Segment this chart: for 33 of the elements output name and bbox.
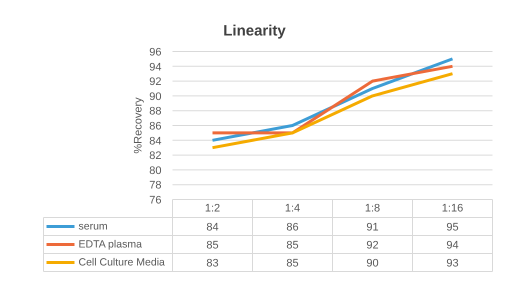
chart-title: Linearity [223, 22, 286, 40]
data-label: 94 [446, 240, 459, 252]
y-tick-label: 94 [149, 61, 162, 74]
data-label: 85 [286, 240, 299, 252]
data-label: 90 [366, 258, 379, 270]
line-series [211, 72, 454, 150]
data-label: 91 [366, 222, 379, 234]
x-tick-label: 1:8 [364, 202, 380, 214]
data-label: 95 [446, 222, 459, 234]
x-tick-label: 1:16 [442, 202, 464, 214]
y-axis-title: %Recovery [132, 96, 144, 154]
y-tick-label: 76 [149, 194, 162, 206]
x-tick-label: 1:2 [204, 202, 220, 214]
legend-label: Cell Culture Media [78, 256, 166, 268]
data-label: 93 [446, 258, 459, 270]
data-label: 84 [206, 222, 219, 234]
y-tick-label: 88 [149, 106, 162, 118]
data-label: 85 [286, 258, 299, 270]
x-tick-label: 1:4 [284, 202, 300, 214]
data-label: 83 [206, 258, 219, 270]
y-tick-label: 90 [149, 90, 162, 103]
legend-label: serum [78, 220, 108, 232]
y-tick-label: 96 [149, 46, 162, 58]
legend-label: EDTA plasma [78, 238, 142, 250]
y-tick-label: 92 [149, 76, 162, 88]
data-label: 85 [206, 240, 219, 252]
y-tick-label: 86 [149, 120, 162, 132]
y-tick-label: 84 [149, 135, 162, 148]
data-label: 92 [366, 240, 379, 252]
y-tick-label: 80 [149, 164, 162, 177]
y-tick-label: 78 [149, 180, 162, 192]
y-tick-label: 82 [149, 150, 162, 162]
data-label: 86 [286, 222, 299, 234]
